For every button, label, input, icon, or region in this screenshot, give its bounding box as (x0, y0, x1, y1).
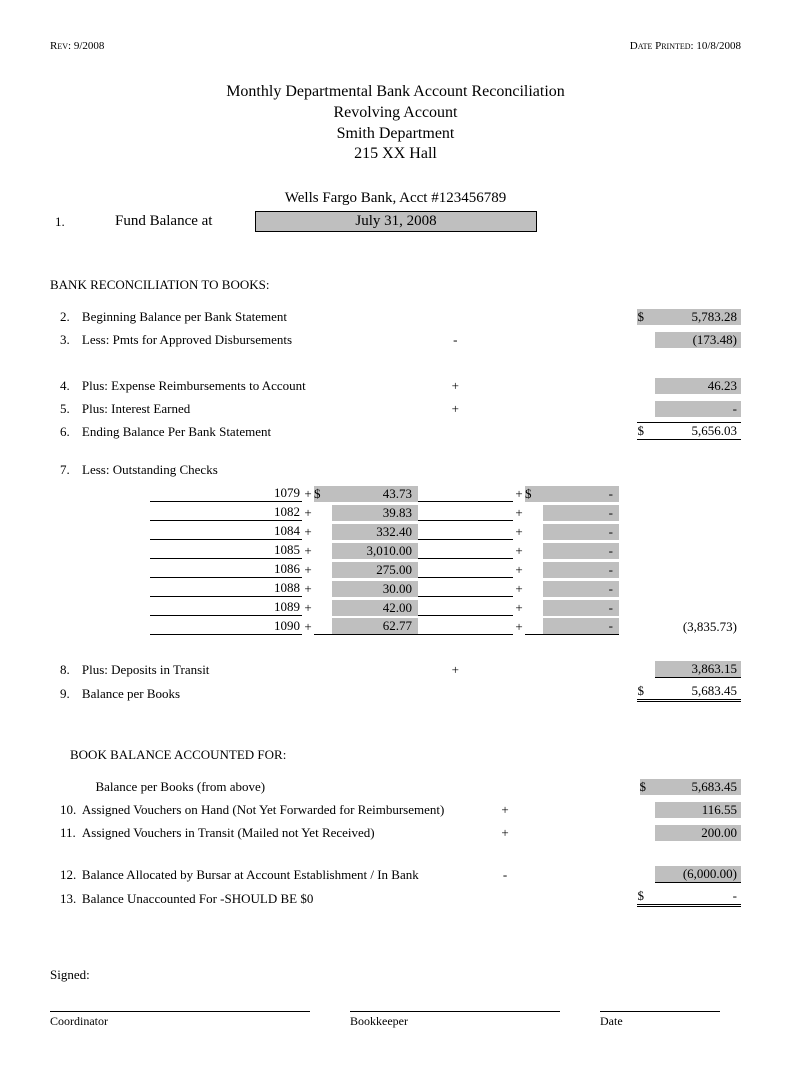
line-amount: 5,783.28 (655, 309, 741, 325)
check-amount: 39.83 (332, 505, 418, 521)
rev-block: Rev: 9/2008 (50, 40, 104, 52)
check-amount: 42.00 (332, 600, 418, 616)
check-amount-2: - (543, 581, 619, 597)
signature-block: Signed: Coordinator Bookkeeper Date (50, 967, 741, 1029)
check-row: 1089+42.00+- (50, 597, 741, 616)
check-amount: 62.77 (332, 618, 418, 635)
line-4: 4. Plus: Expense Reimbursements to Accou… (50, 376, 741, 394)
check-number: 1084 (150, 523, 302, 540)
printed-label: Date Printed: (630, 40, 694, 52)
check-row: 1082+39.83+- (50, 502, 741, 521)
book-line-13: 13. Balance Unaccounted For -SHOULD BE $… (50, 888, 741, 907)
line-2: 2. Beginning Balance per Bank Statement … (50, 307, 741, 325)
check-row: 1079+$43.73+$- (50, 483, 741, 502)
rev-label: Rev: (50, 40, 71, 52)
line-amount: 5,656.03 (655, 422, 741, 440)
section-book-title: BOOK BALANCE ACCOUNTED FOR: (50, 747, 741, 763)
plus-sign: + (302, 619, 314, 635)
check-number: 1088 (150, 580, 302, 597)
signed-label: Signed: (50, 967, 741, 983)
plus-sign: + (302, 505, 314, 521)
section-bank-title: BANK RECONCILIATION TO BOOKS: (50, 277, 741, 293)
plus-sign: + (513, 619, 525, 635)
check-number: 1086 (150, 561, 302, 578)
book-line-12: 12. Balance Allocated by Bursar at Accou… (50, 865, 741, 883)
check-number: 1085 (150, 542, 302, 559)
check-amount: 43.73 (332, 486, 418, 502)
line-num: 2. (50, 309, 82, 325)
plus-sign: + (302, 581, 314, 597)
rev-value: 9/2008 (74, 40, 105, 52)
book-line-balance: Balance per Books (from above) $ 5,683.4… (50, 777, 741, 795)
check-row: 1090+62.77+-(3,835.73) (50, 616, 741, 635)
check-dollar-2 (525, 634, 543, 635)
check-amount: 30.00 (332, 581, 418, 597)
outstanding-checks-table: 1079+$43.73+$-1082+39.83+-1084+332.40+-1… (50, 483, 741, 635)
checks-total: (3,835.73) (619, 619, 741, 635)
header-line-4: 215 XX Hall (50, 144, 741, 165)
line-7: 7. Less: Outstanding Checks (50, 460, 741, 478)
plus-sign: + (513, 581, 525, 597)
check-amount-2: - (543, 618, 619, 635)
check-number: 1079 (150, 485, 302, 502)
fund-label: Fund Balance at (115, 213, 255, 230)
check-amount-2: - (543, 600, 619, 616)
sig-bookkeeper: Bookkeeper (350, 1011, 560, 1029)
check-row: 1084+332.40+- (50, 521, 741, 540)
book-line-11: 11. Assigned Vouchers in Transit (Mailed… (50, 823, 741, 841)
check-amount-2: - (543, 505, 619, 521)
bank-account-line: Wells Fargo Bank, Acct #123456789 (50, 190, 741, 207)
check-amount: 275.00 (332, 562, 418, 578)
check-number: 1090 (150, 618, 302, 635)
plus-sign: + (513, 505, 525, 521)
check-dollar-2: $ (525, 486, 543, 502)
sig-date: Date (600, 1011, 720, 1029)
line-label: Beginning Balance per Bank Statement (82, 309, 450, 325)
line-8: 8. Plus: Deposits in Transit + 3,863.15 (50, 660, 741, 678)
plus-sign: + (302, 486, 314, 502)
line-dollar: $ (637, 309, 655, 325)
plus-sign: + (513, 486, 525, 502)
check-row: 1086+275.00+- (50, 559, 741, 578)
header-line-2: Revolving Account (50, 103, 741, 124)
check-amount-2: - (543, 543, 619, 559)
check-dollar (314, 634, 332, 635)
plus-sign: + (302, 543, 314, 559)
header-line-1: Monthly Departmental Bank Account Reconc… (50, 82, 741, 103)
check-amount: 3,010.00 (332, 543, 418, 559)
check-row: 1088+30.00+- (50, 578, 741, 597)
plus-sign: + (513, 543, 525, 559)
check-amount: 332.40 (332, 524, 418, 540)
fund-date-box: July 31, 2008 (255, 211, 537, 232)
header-line-3: Smith Department (50, 124, 741, 145)
line-9: 9. Balance per Books $ 5,683.45 (50, 683, 741, 702)
check-dollar: $ (314, 486, 332, 502)
plus-sign: + (513, 524, 525, 540)
document-header: Monthly Departmental Bank Account Reconc… (50, 82, 741, 165)
fund-balance-row: 1. Fund Balance at July 31, 2008 (50, 211, 741, 232)
fund-number: 1. (50, 214, 115, 230)
check-row: 1085+3,010.00+- (50, 540, 741, 559)
check-amount-2: - (543, 562, 619, 578)
printed-value: 10/8/2008 (696, 40, 741, 52)
meta-row: Rev: 9/2008 Date Printed: 10/8/2008 (50, 40, 741, 52)
book-line-10: 10. Assigned Vouchers on Hand (Not Yet F… (50, 800, 741, 818)
plus-sign: + (302, 562, 314, 578)
line-dollar: $ (637, 422, 655, 440)
check-amount-2: - (543, 486, 619, 502)
plus-sign: + (513, 562, 525, 578)
line-6: 6. Ending Balance Per Bank Statement $ 5… (50, 422, 741, 440)
check-number: 1082 (150, 504, 302, 521)
plus-sign: + (302, 524, 314, 540)
printed-block: Date Printed: 10/8/2008 (630, 40, 741, 52)
line-5: 5. Plus: Interest Earned + - (50, 399, 741, 417)
check-number: 1089 (150, 599, 302, 616)
line-3: 3. Less: Pmts for Approved Disbursements… (50, 330, 741, 348)
check-amount-2: - (543, 524, 619, 540)
plus-sign: + (302, 600, 314, 616)
sig-coordinator: Coordinator (50, 1011, 310, 1029)
plus-sign: + (513, 600, 525, 616)
